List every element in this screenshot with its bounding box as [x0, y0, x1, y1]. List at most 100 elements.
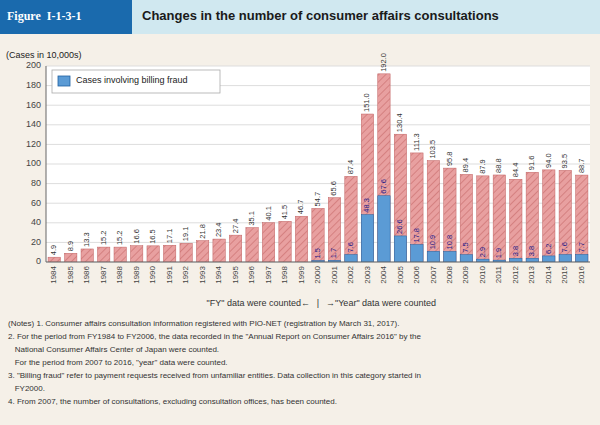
data-label: 6.2 [544, 243, 553, 253]
data-label: 27.4 [231, 219, 240, 234]
x-tick-label: 1997 [264, 265, 273, 283]
bar [345, 255, 357, 262]
data-label: 40.1 [264, 206, 273, 221]
data-label: 10.8 [445, 235, 454, 250]
grid-line [46, 262, 590, 263]
note: 4. From 2007, the number of consultation… [8, 397, 337, 406]
x-tick-label: 1994 [214, 265, 223, 283]
bar [48, 257, 60, 262]
note: FY2000. [8, 384, 45, 393]
y-tick-label: 20 [31, 237, 41, 247]
bar [559, 170, 571, 262]
data-label: 1.7 [329, 248, 338, 258]
bar [510, 258, 522, 262]
bar [98, 247, 110, 262]
x-tick-label: 1996 [247, 265, 256, 283]
data-label: 93.5 [560, 154, 569, 169]
y-tick-label: 120 [26, 139, 41, 149]
note: (Notes) 1. Consumer affairs consultation… [8, 319, 399, 328]
bar [180, 243, 192, 262]
bar [279, 221, 291, 262]
data-label: 17.1 [165, 229, 174, 244]
x-tick-label: 2004 [379, 265, 388, 283]
x-axis: 1984198519861987198819891990199119921993… [49, 265, 586, 283]
x-tick-label: 1991 [165, 265, 174, 283]
bar [213, 239, 225, 262]
data-label: 87.4 [346, 160, 355, 175]
data-label: 7.7 [577, 242, 586, 252]
bars [48, 74, 588, 262]
x-tick-label: 1988 [115, 265, 124, 283]
x-tick-label: 1990 [148, 265, 157, 283]
bar [460, 255, 472, 262]
bar [163, 245, 175, 262]
y-tick-label: 100 [26, 158, 41, 168]
annotation: "FY" data were counted← [207, 298, 310, 308]
bar [477, 176, 489, 262]
x-tick-label: 1989 [132, 265, 141, 283]
x-tick-label: 2009 [461, 265, 470, 283]
x-tick-label: 2014 [544, 265, 553, 283]
bar [246, 228, 258, 262]
bar [147, 246, 159, 262]
bar [229, 235, 241, 262]
bar [510, 179, 522, 262]
x-tick-label: 2008 [445, 265, 454, 283]
bar [394, 134, 406, 262]
grid-line [46, 124, 590, 125]
bar [328, 198, 340, 262]
x-tick-label: 1987 [99, 265, 108, 283]
x-tick-label: 2011 [494, 265, 503, 283]
x-tick-label: 2006 [412, 265, 421, 283]
y-tick-label: 180 [26, 80, 41, 90]
data-label: 65.6 [329, 181, 338, 196]
background [0, 0, 600, 425]
bar [576, 254, 588, 262]
x-tick-label: 2002 [346, 265, 355, 283]
note: 3. "Billing fraud" refer to payment requ… [8, 371, 421, 380]
grid-line [46, 144, 590, 145]
bar [411, 153, 423, 262]
x-tick-label: 2007 [429, 265, 438, 283]
data-label: 3.8 [511, 246, 520, 256]
data-label: 15.2 [99, 230, 108, 245]
data-label: 54.7 [313, 192, 322, 207]
x-tick-label: 2005 [396, 265, 405, 283]
bar [394, 236, 406, 262]
y-tick-label: 0 [36, 256, 41, 266]
data-label: 19.1 [181, 227, 190, 242]
data-label: 16.5 [148, 229, 157, 244]
data-label: 15.2 [115, 230, 124, 245]
grid-line [46, 66, 590, 67]
x-tick-label: 1986 [82, 265, 91, 283]
data-label: 7.6 [560, 242, 569, 252]
bar [130, 246, 142, 262]
bar [361, 215, 373, 262]
annotation: | [317, 298, 319, 308]
bar [543, 256, 555, 262]
x-tick-label: 1995 [231, 265, 240, 283]
bar [312, 208, 324, 262]
data-label: 16.6 [132, 229, 141, 244]
y-tick-label: 80 [31, 178, 41, 188]
y-tick-label: 40 [31, 217, 41, 227]
bar [444, 168, 456, 262]
data-label: 130.4 [395, 113, 404, 132]
bar [411, 245, 423, 262]
data-label: 23.4 [214, 222, 223, 237]
x-tick-label: 2010 [478, 265, 487, 283]
plot-area [46, 66, 590, 262]
data-label: 17.8 [412, 228, 421, 243]
bar [345, 176, 357, 262]
legend-swatch [58, 76, 70, 86]
header-title-box [132, 0, 600, 34]
bar [576, 175, 588, 262]
bar [378, 74, 390, 262]
x-tick-label: 1985 [66, 265, 75, 283]
data-label: 35.1 [247, 211, 256, 226]
data-label: 95.8 [445, 152, 454, 167]
legend-box [52, 70, 220, 93]
data-label: 7.5 [461, 242, 470, 252]
bar [295, 216, 307, 262]
x-tick-label: 1992 [181, 265, 190, 283]
